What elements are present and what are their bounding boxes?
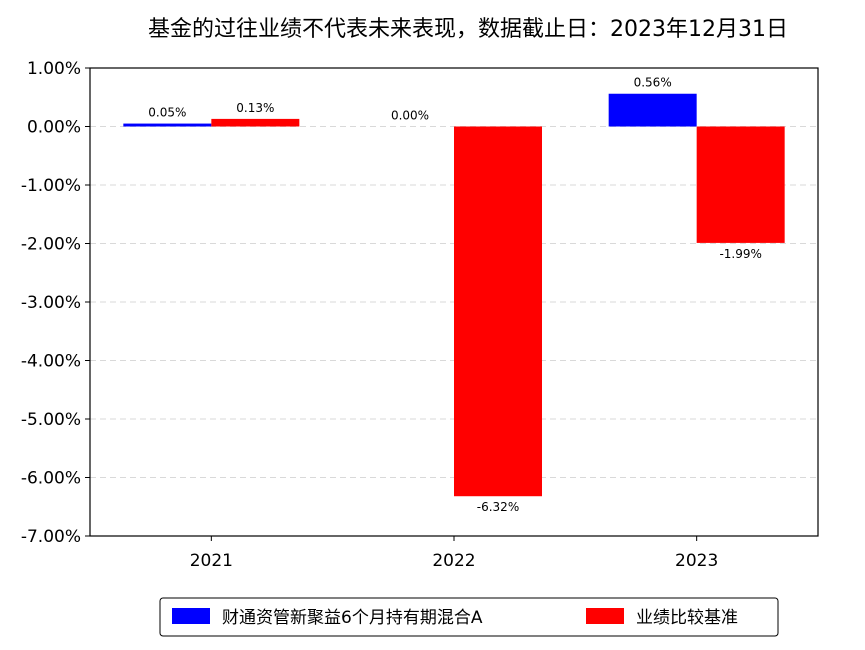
legend-label-fund: 财通资管新聚益6个月持有期混合A <box>222 608 483 628</box>
y-tick-label: 1.00% <box>27 59 81 79</box>
bars <box>123 93 785 497</box>
data-label: 0.05% <box>148 106 186 120</box>
data-label: -1.99% <box>719 247 761 261</box>
legend-swatch-benchmark <box>586 608 624 624</box>
y-tick-label: -3.00% <box>21 293 81 313</box>
legend-swatch-fund <box>172 608 210 624</box>
data-label: 0.56% <box>634 76 672 90</box>
legend-box <box>159 597 779 637</box>
data-labels: 0.05% 0.00% 0.56% 0.13% -6.32% -1.99% <box>148 76 762 514</box>
legend: 财通资管新聚益6个月持有期混合A 业绩比较基准 <box>159 597 779 637</box>
y-tick-label: -1.00% <box>21 176 81 196</box>
y-tick-label: -6.00% <box>21 469 81 489</box>
y-axis: 1.00% 0.00% -1.00% -2.00% -3.00% -4.00% -5.00%… <box>21 59 90 547</box>
y-tick-label: -2.00% <box>21 235 81 255</box>
x-axis: 2021 2022 2023 <box>190 536 718 571</box>
x-tick-label: 2023 <box>675 551 718 571</box>
y-tick-label: -7.00% <box>21 527 81 547</box>
data-label: -6.32% <box>477 500 519 514</box>
legend-label-benchmark: 业绩比较基准 <box>636 608 738 628</box>
data-label: 0.00% <box>391 109 429 123</box>
bar-fund-2021 <box>123 123 212 127</box>
y-tick-label: -4.00% <box>21 352 81 372</box>
x-tick-label: 2022 <box>432 551 475 571</box>
y-tick-label: 0.00% <box>27 118 81 138</box>
chart-title: 基金的过往业绩不代表未来表现，数据截止日：2023年12月31日 <box>148 17 788 42</box>
bar-fund-2023 <box>608 93 697 127</box>
bar-benchmark-2022 <box>454 126 542 497</box>
bar-benchmark-2021 <box>211 118 300 127</box>
y-tick-label: -5.00% <box>21 410 81 430</box>
x-tick-label: 2021 <box>190 551 233 571</box>
bar-benchmark-2023 <box>696 126 785 243</box>
data-label: 0.13% <box>236 101 274 115</box>
